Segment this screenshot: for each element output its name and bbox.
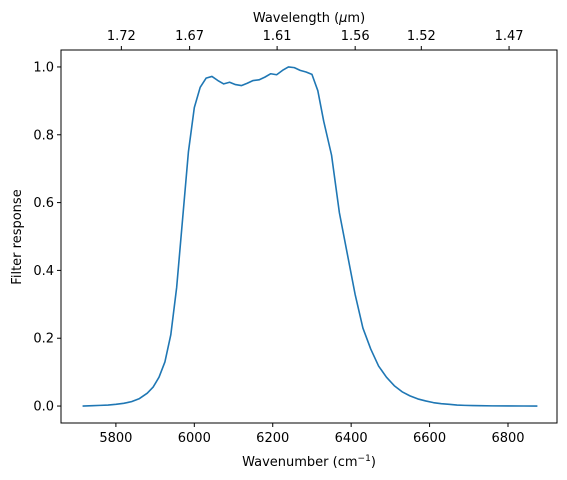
top-tick-label: 1.52 (407, 29, 436, 44)
y-tick-label: 1.0 (33, 60, 54, 75)
x-tick-label: 6600 (413, 431, 446, 446)
x-tick-label: 6200 (256, 431, 289, 446)
plot-marks (82, 66, 538, 407)
y-axis-title: Filter response (10, 189, 25, 284)
top-tick-label: 1.72 (107, 29, 136, 44)
y-tick-label: 0.0 (33, 400, 54, 415)
x-tick-label: 5800 (99, 431, 132, 446)
y-tick-label: 0.4 (33, 264, 54, 279)
top-tick-label: 1.56 (341, 29, 370, 44)
x-tick-label: 6800 (491, 431, 524, 446)
plot-frame (60, 49, 558, 424)
top-tick-label: 1.61 (263, 29, 292, 44)
series-line-0 (82, 66, 538, 407)
x-axis-title: Wavenumber (cm−1) (242, 454, 376, 470)
top-axis-ticks: 1.72 1.67 1.61 1.56 1.52 1.47 (107, 29, 524, 50)
x-axis-ticks: 5800 6000 6200 6400 6600 6800 (99, 423, 525, 446)
y-tick-label: 0.6 (33, 196, 54, 211)
top-axis-title: Wavelength (μm) (253, 11, 365, 26)
y-tick-label: 0.8 (33, 128, 54, 143)
x-tick-label: 6400 (335, 431, 368, 446)
y-axis-ticks: 0.0 0.2 0.4 0.6 0.8 1.0 (33, 60, 61, 415)
top-tick-label: 1.47 (495, 29, 524, 44)
y-tick-label: 0.2 (33, 332, 54, 347)
top-tick-label: 1.67 (175, 29, 204, 44)
x-tick-label: 6000 (178, 431, 211, 446)
